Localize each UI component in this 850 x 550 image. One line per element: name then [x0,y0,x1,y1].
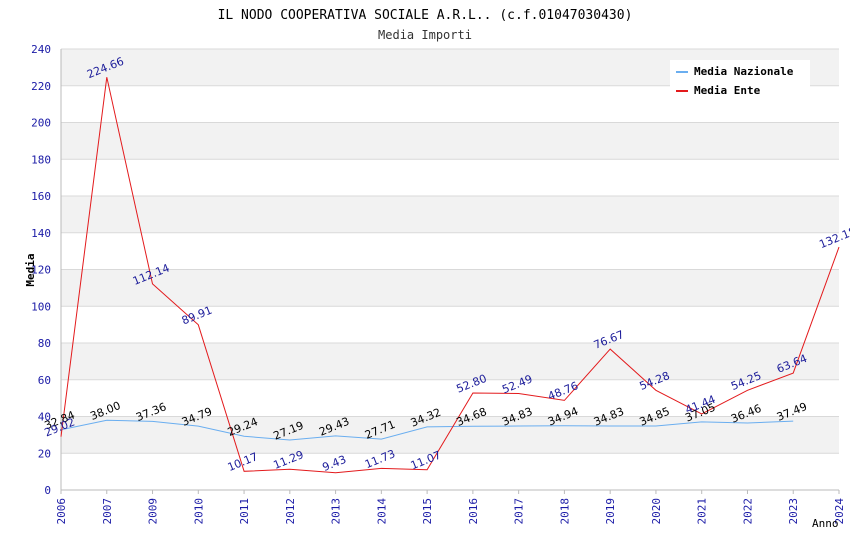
y-axis-ticks: 0 20 40 60 80 100 120 140 160 180 200 220 240 [31,43,51,497]
plot-band [61,416,839,454]
plot-band [61,159,839,196]
series-line-nazionale [60,419,794,441]
y-tick-label: 0 [44,484,51,497]
plot-band [61,379,839,417]
plot-bands [61,49,839,490]
y-tick-label: 20 [38,447,51,460]
x-tick-label: 2020 [650,498,663,525]
series-line-ente [60,77,840,474]
x-tick-label: 2018 [558,498,571,525]
x-tick-label: 2006 [55,498,68,525]
x-tick-label: 2011 [238,498,251,525]
x-tick-label: 2022 [741,498,754,525]
y-tick-label: 80 [38,337,51,350]
gridlines [60,48,839,491]
y-tick-label: 60 [38,374,51,387]
plot-band [61,232,839,270]
x-axis-label: Anno [812,517,839,530]
x-tick-label: 2013 [330,498,343,525]
chart-subtitle: Media Importi [378,28,472,42]
x-tick-label: 2016 [467,498,480,525]
plot-band [61,306,839,343]
legend-label-nazionale: Media Nazionale [694,65,794,78]
plot-band [61,196,839,233]
x-tick-label: 2014 [375,498,388,525]
x-tick-label: 2017 [513,498,526,525]
plot-band [61,269,839,307]
legend: Media Nazionale Media Ente [670,60,810,104]
plot-band [61,122,839,160]
plot-band [61,453,839,490]
x-tick-label: 2007 [101,498,114,525]
y-tick-label: 160 [31,190,51,203]
y-tick-label: 40 [38,411,51,424]
plot-band [61,343,839,380]
chart-title: IL NODO COOPERATIVA SOCIALE A.R.L.. (c.f… [218,8,633,23]
x-tick-label: 2012 [284,498,297,525]
y-tick-label: 140 [31,227,51,240]
y-tick-label: 220 [31,80,51,93]
legend-box [670,60,810,104]
series-lines [60,77,840,474]
y-tick-label: 100 [31,300,51,313]
y-tick-label: 180 [31,153,51,166]
x-tick-label: 2019 [604,498,617,525]
x-tick-label: 2023 [787,498,800,525]
x-tick-label: 2024 [833,498,846,525]
x-axis-ticks: 2006 2007 2009 2010 2011 2012 2013 2014 2015 2016… [55,490,846,525]
y-tick-label: 240 [31,43,51,56]
y-tick-label: 120 [31,264,51,277]
y-tick-label: 200 [31,117,51,130]
x-tick-label: 2010 [192,498,205,525]
x-tick-label: 2009 [147,498,160,525]
legend-label-ente: Media Ente [694,84,761,97]
x-tick-label: 2015 [421,498,434,525]
x-tick-label: 2021 [696,498,709,525]
y-axis-label: Media [24,253,37,286]
